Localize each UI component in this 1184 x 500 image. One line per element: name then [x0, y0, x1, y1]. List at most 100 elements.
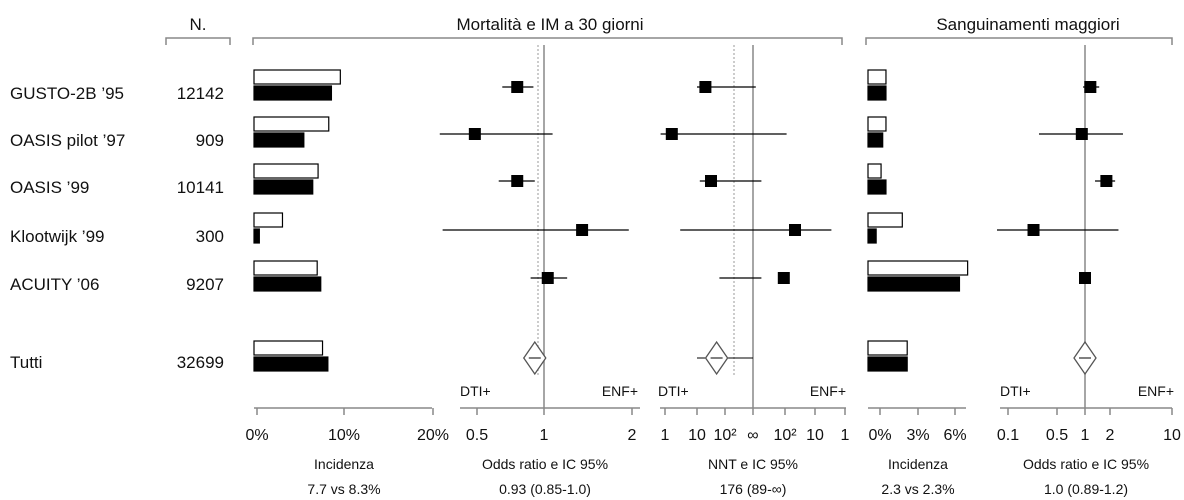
- bleeding-or-tick-label: 10: [1163, 427, 1181, 444]
- bleeding-or-point-marker: [1027, 224, 1040, 236]
- bleeding-incidence-bar-enf: [867, 132, 884, 148]
- bleeding-incidence-bar-enf: [867, 356, 908, 372]
- chart-marks: 0% 10% 20% 0.5 1 2 1 10 10² ∞ 10² 10 1 0% 3% 6% 0.1 0.5 1 2…: [245, 69, 1181, 444]
- row-labels: GUSTO-2B ’95 OASIS pilot ’97 OASIS ’99 K…: [10, 84, 125, 372]
- trial-label: ACUITY ’06: [10, 275, 99, 294]
- xlabel-mortality-or: Odds ratio e IC 95%: [482, 456, 608, 472]
- mortality-section-bracket: [252, 37, 843, 45]
- mortality-nnt-tick-label: 10²: [713, 427, 737, 444]
- mortality-incidence-bar-dti: [253, 116, 330, 132]
- mortality-or-tick-label: 0.5: [466, 427, 488, 444]
- mortality-nnt-tick-label: 10: [806, 427, 824, 444]
- mortality-incidence-tick-label: 10%: [328, 427, 360, 444]
- trial-label: Klootwijk ’99: [10, 227, 105, 246]
- summary-bleeding-incidence: 2.3 vs 2.3%: [881, 481, 954, 497]
- bleeding-incidence-bar-dti: [867, 340, 908, 356]
- trial-label: OASIS ’99: [10, 178, 89, 197]
- summary-mortality-nnt: 176 (89-∞): [720, 481, 787, 497]
- mortality-or-point-marker: [468, 128, 481, 140]
- bleeding-incidence-bar-enf: [867, 85, 887, 101]
- axis-lines: [254, 45, 1172, 409]
- summary-mortality-or: 0.93 (0.85-1.0): [499, 481, 591, 497]
- mortality-or-point-marker: [511, 81, 524, 93]
- mortality-incidence-bar-dti: [253, 69, 341, 85]
- mortality-incidence-tick-label: 0%: [245, 427, 268, 444]
- mortality-or-point-marker: [541, 272, 554, 284]
- bleeding-or-tick-label: 1: [1081, 427, 1090, 444]
- mortality-incidence-tick-label: 20%: [417, 427, 449, 444]
- mortality-incidence-bar-dti: [253, 212, 284, 228]
- sample-size: 12142: [177, 84, 224, 103]
- mortality-incidence-bar-dti: [253, 260, 318, 276]
- direction-label-enf: ENF+: [810, 383, 846, 399]
- xlabel-bleeding-incidence: Incidenza: [888, 456, 948, 472]
- bleeding-incidence-bar-dti: [867, 212, 903, 228]
- sample-size: 10141: [177, 178, 224, 197]
- bleeding-incidence-bar-dti: [867, 260, 969, 276]
- mortality-incidence-bar-dti: [253, 340, 324, 356]
- mortality-incidence-bar-enf: [253, 228, 260, 244]
- bleeding-incidence-bar-enf: [867, 179, 887, 195]
- bleeding-section-bracket: [865, 37, 1173, 45]
- mortality-nnt-tick-label: ∞: [747, 427, 758, 444]
- bleeding-incidence-bar-dti: [867, 116, 887, 132]
- direction-label-enf: ENF+: [602, 383, 638, 399]
- bleeding-or-point-marker: [1100, 175, 1113, 187]
- direction-label-dti: DTI+: [658, 383, 689, 399]
- n-column-bracket: [165, 37, 231, 45]
- mortality-nnt-point-marker: [705, 175, 717, 187]
- bleeding-section-title: Sanguinamenti maggiori: [936, 15, 1119, 34]
- sample-size: 909: [196, 131, 224, 150]
- mortality-nnt-tick-label: 10: [688, 427, 706, 444]
- mortality-or-point-marker: [511, 175, 524, 187]
- mortality-incidence-bar-enf: [253, 179, 314, 195]
- mortality-incidence-bar-enf: [253, 132, 305, 148]
- direction-label-enf: ENF+: [1138, 383, 1174, 399]
- trial-label: Tutti: [10, 353, 42, 372]
- sample-size: 32699: [177, 353, 224, 372]
- mortality-or-tick-label: 2: [628, 427, 637, 444]
- mortality-incidence-bar-dti: [253, 163, 319, 179]
- mortality-or-point-marker: [576, 224, 589, 236]
- sample-size: 300: [196, 227, 224, 246]
- bleeding-or-tick-label: 0.1: [997, 427, 1019, 444]
- summary-mortality-incidence: 7.7 vs 8.3%: [307, 481, 380, 497]
- bleeding-or-tick-label: 2: [1106, 427, 1115, 444]
- mortality-nnt-tick-label: 10²: [773, 427, 797, 444]
- mortality-nnt-tick-label: 1: [841, 427, 850, 444]
- mortality-nnt-tick-label: 1: [661, 427, 670, 444]
- mortality-incidence-bar-enf: [253, 356, 329, 372]
- bleeding-or-point-marker: [1075, 128, 1088, 140]
- bleeding-incidence-tick-label: 6%: [943, 427, 966, 444]
- mortality-nnt-point-marker: [665, 128, 678, 140]
- xlabel-mortality-incidence: Incidenza: [314, 456, 374, 472]
- xlabel-bleeding-or: Odds ratio e IC 95%: [1023, 456, 1149, 472]
- direction-label-dti: DTI+: [1000, 383, 1031, 399]
- bleeding-or-point-marker: [1084, 81, 1097, 93]
- trial-label: GUSTO-2B ’95: [10, 84, 124, 103]
- bleeding-incidence-tick-label: 3%: [906, 427, 929, 444]
- mortality-incidence-bar-enf: [253, 85, 333, 101]
- xlabel-mortality-nnt: NNT e IC 95%: [708, 456, 798, 472]
- row-sample-sizes: 12142 909 10141 300 9207 32699: [177, 84, 224, 372]
- sample-size: 9207: [186, 275, 224, 294]
- mortality-or-tick-label: 1: [540, 427, 549, 444]
- bleeding-incidence-bar-enf: [867, 228, 877, 244]
- mortality-nnt-point-marker: [789, 224, 801, 236]
- mortality-nnt-point-marker: [699, 81, 712, 93]
- summary-bleeding-or: 1.0 (0.89-1.2): [1044, 481, 1128, 497]
- bleeding-incidence-bar-dti: [867, 163, 882, 179]
- direction-label-dti: DTI+: [460, 383, 491, 399]
- mortality-section-title: Mortalità e IM a 30 giorni: [456, 15, 643, 34]
- bleeding-or-point-marker: [1079, 272, 1091, 284]
- mortality-nnt-point-marker: [777, 272, 790, 284]
- n-column-header: N.: [190, 15, 207, 34]
- bleeding-or-tick-label: 0.5: [1046, 427, 1068, 444]
- bleeding-incidence-bar-dti: [867, 69, 887, 85]
- mortality-incidence-bar-enf: [253, 276, 322, 292]
- pooled-dotted-lines: [537, 45, 735, 375]
- trial-label: OASIS pilot ’97: [10, 131, 125, 150]
- bleeding-incidence-tick-label: 0%: [868, 427, 891, 444]
- bleeding-incidence-bar-enf: [867, 276, 961, 292]
